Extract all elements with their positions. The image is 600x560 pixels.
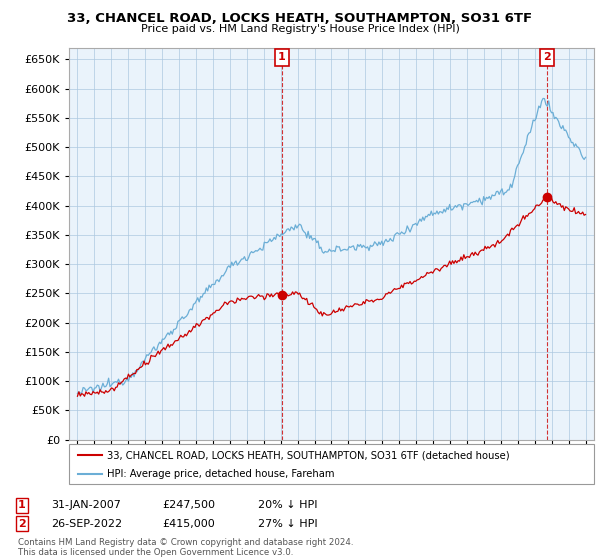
Text: 33, CHANCEL ROAD, LOCKS HEATH, SOUTHAMPTON, SO31 6TF: 33, CHANCEL ROAD, LOCKS HEATH, SOUTHAMPT…	[67, 12, 533, 25]
Text: 26-SEP-2022: 26-SEP-2022	[51, 519, 122, 529]
Text: HPI: Average price, detached house, Fareham: HPI: Average price, detached house, Fare…	[107, 469, 334, 479]
Text: 33, CHANCEL ROAD, LOCKS HEATH, SOUTHAMPTON, SO31 6TF (detached house): 33, CHANCEL ROAD, LOCKS HEATH, SOUTHAMPT…	[107, 450, 509, 460]
Text: 1: 1	[278, 53, 286, 62]
Text: £247,500: £247,500	[162, 500, 215, 510]
Text: 20% ↓ HPI: 20% ↓ HPI	[258, 500, 317, 510]
Text: 27% ↓ HPI: 27% ↓ HPI	[258, 519, 317, 529]
Text: £415,000: £415,000	[162, 519, 215, 529]
Text: 2: 2	[543, 53, 551, 62]
Text: 31-JAN-2007: 31-JAN-2007	[51, 500, 121, 510]
Text: Contains HM Land Registry data © Crown copyright and database right 2024.
This d: Contains HM Land Registry data © Crown c…	[18, 538, 353, 557]
Text: 1: 1	[18, 500, 26, 510]
Text: Price paid vs. HM Land Registry's House Price Index (HPI): Price paid vs. HM Land Registry's House …	[140, 24, 460, 34]
Text: 2: 2	[18, 519, 26, 529]
